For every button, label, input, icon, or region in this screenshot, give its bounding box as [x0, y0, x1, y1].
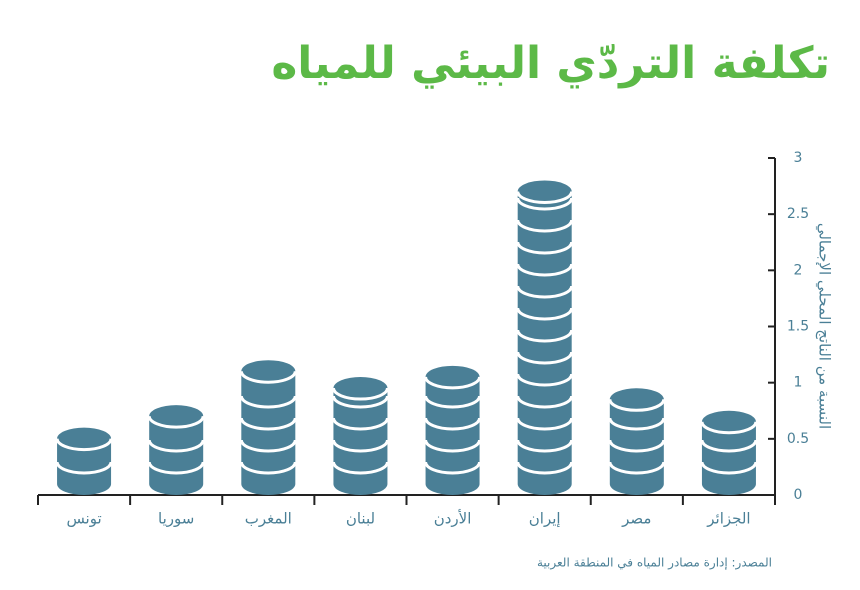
x-tick-label: سوريا: [158, 510, 194, 528]
coin-divider: [239, 417, 297, 431]
x-tick-label: إيران: [529, 510, 561, 528]
coin-divider: [608, 461, 666, 475]
coin-divider: [424, 439, 482, 453]
coin-divider: [331, 461, 389, 475]
coin-divider: [516, 241, 574, 255]
coin-divider: [239, 439, 297, 453]
coin-divider: [516, 439, 574, 453]
coin-divider: [516, 351, 574, 365]
coin-divider: [331, 395, 389, 409]
coin-divider: [331, 387, 389, 401]
y-axis-label: النسبة من الناتج المحلي الإجمالي: [815, 223, 834, 429]
x-tick-label: مصر: [621, 510, 651, 528]
coin-divider: [331, 417, 389, 431]
coin-divider: [239, 395, 297, 409]
coin-divider: [147, 461, 205, 475]
y-tick-label: 2: [794, 262, 803, 278]
coin-divider: [516, 461, 574, 475]
coin-divider: [516, 329, 574, 343]
x-tick-label: الجزائر: [706, 510, 750, 528]
coin-divider: [55, 461, 113, 475]
coin-divider: [239, 461, 297, 475]
y-tick-label: 0: [794, 487, 803, 503]
y-tick-label: 3: [794, 150, 803, 166]
coin-divider: [424, 376, 482, 390]
coin-divider: [516, 263, 574, 277]
coin-divider: [424, 461, 482, 475]
x-tick-label: تونس: [66, 510, 101, 528]
x-tick-label: المغرب: [245, 510, 292, 528]
y-tick-label: 2.5: [787, 206, 809, 222]
coin-stack: [517, 180, 572, 495]
coin-stack: [701, 410, 756, 495]
source: المصدر: إدارة مصادر المياه في المنطقة ال…: [537, 556, 772, 571]
coin-divider: [239, 370, 297, 384]
coin-divider: [55, 438, 113, 452]
coin-divider: [608, 439, 666, 453]
coin-divider: [608, 417, 666, 431]
coin-divider: [700, 461, 758, 475]
coin-divider: [147, 415, 205, 429]
coin-divider: [147, 439, 205, 453]
coin-divider: [608, 399, 666, 412]
coin-divider: [516, 197, 574, 211]
coin-stack: [609, 388, 664, 495]
coin-divider: [700, 439, 758, 453]
y-tick-label: 0.5: [787, 431, 809, 447]
y-tick-label: 1: [794, 375, 803, 391]
x-tick-label: الأردن: [434, 509, 472, 528]
coin-divider: [516, 285, 574, 299]
coin-divider: [700, 421, 758, 435]
coin-divider: [424, 395, 482, 409]
chart-title: تكلفة التردّي البيئي للمياه: [271, 38, 830, 89]
coin-divider: [424, 417, 482, 431]
x-tick-label: لبنان: [346, 510, 375, 528]
coin-divider: [516, 219, 574, 233]
coin-divider: [331, 439, 389, 453]
coin-divider: [516, 417, 574, 431]
coin-divider: [516, 191, 574, 204]
coin-divider: [516, 307, 574, 321]
coin-divider: [516, 373, 574, 387]
coin-divider: [516, 395, 574, 409]
coin-stack: [57, 427, 112, 495]
y-tick-label: 1.5: [787, 319, 809, 335]
